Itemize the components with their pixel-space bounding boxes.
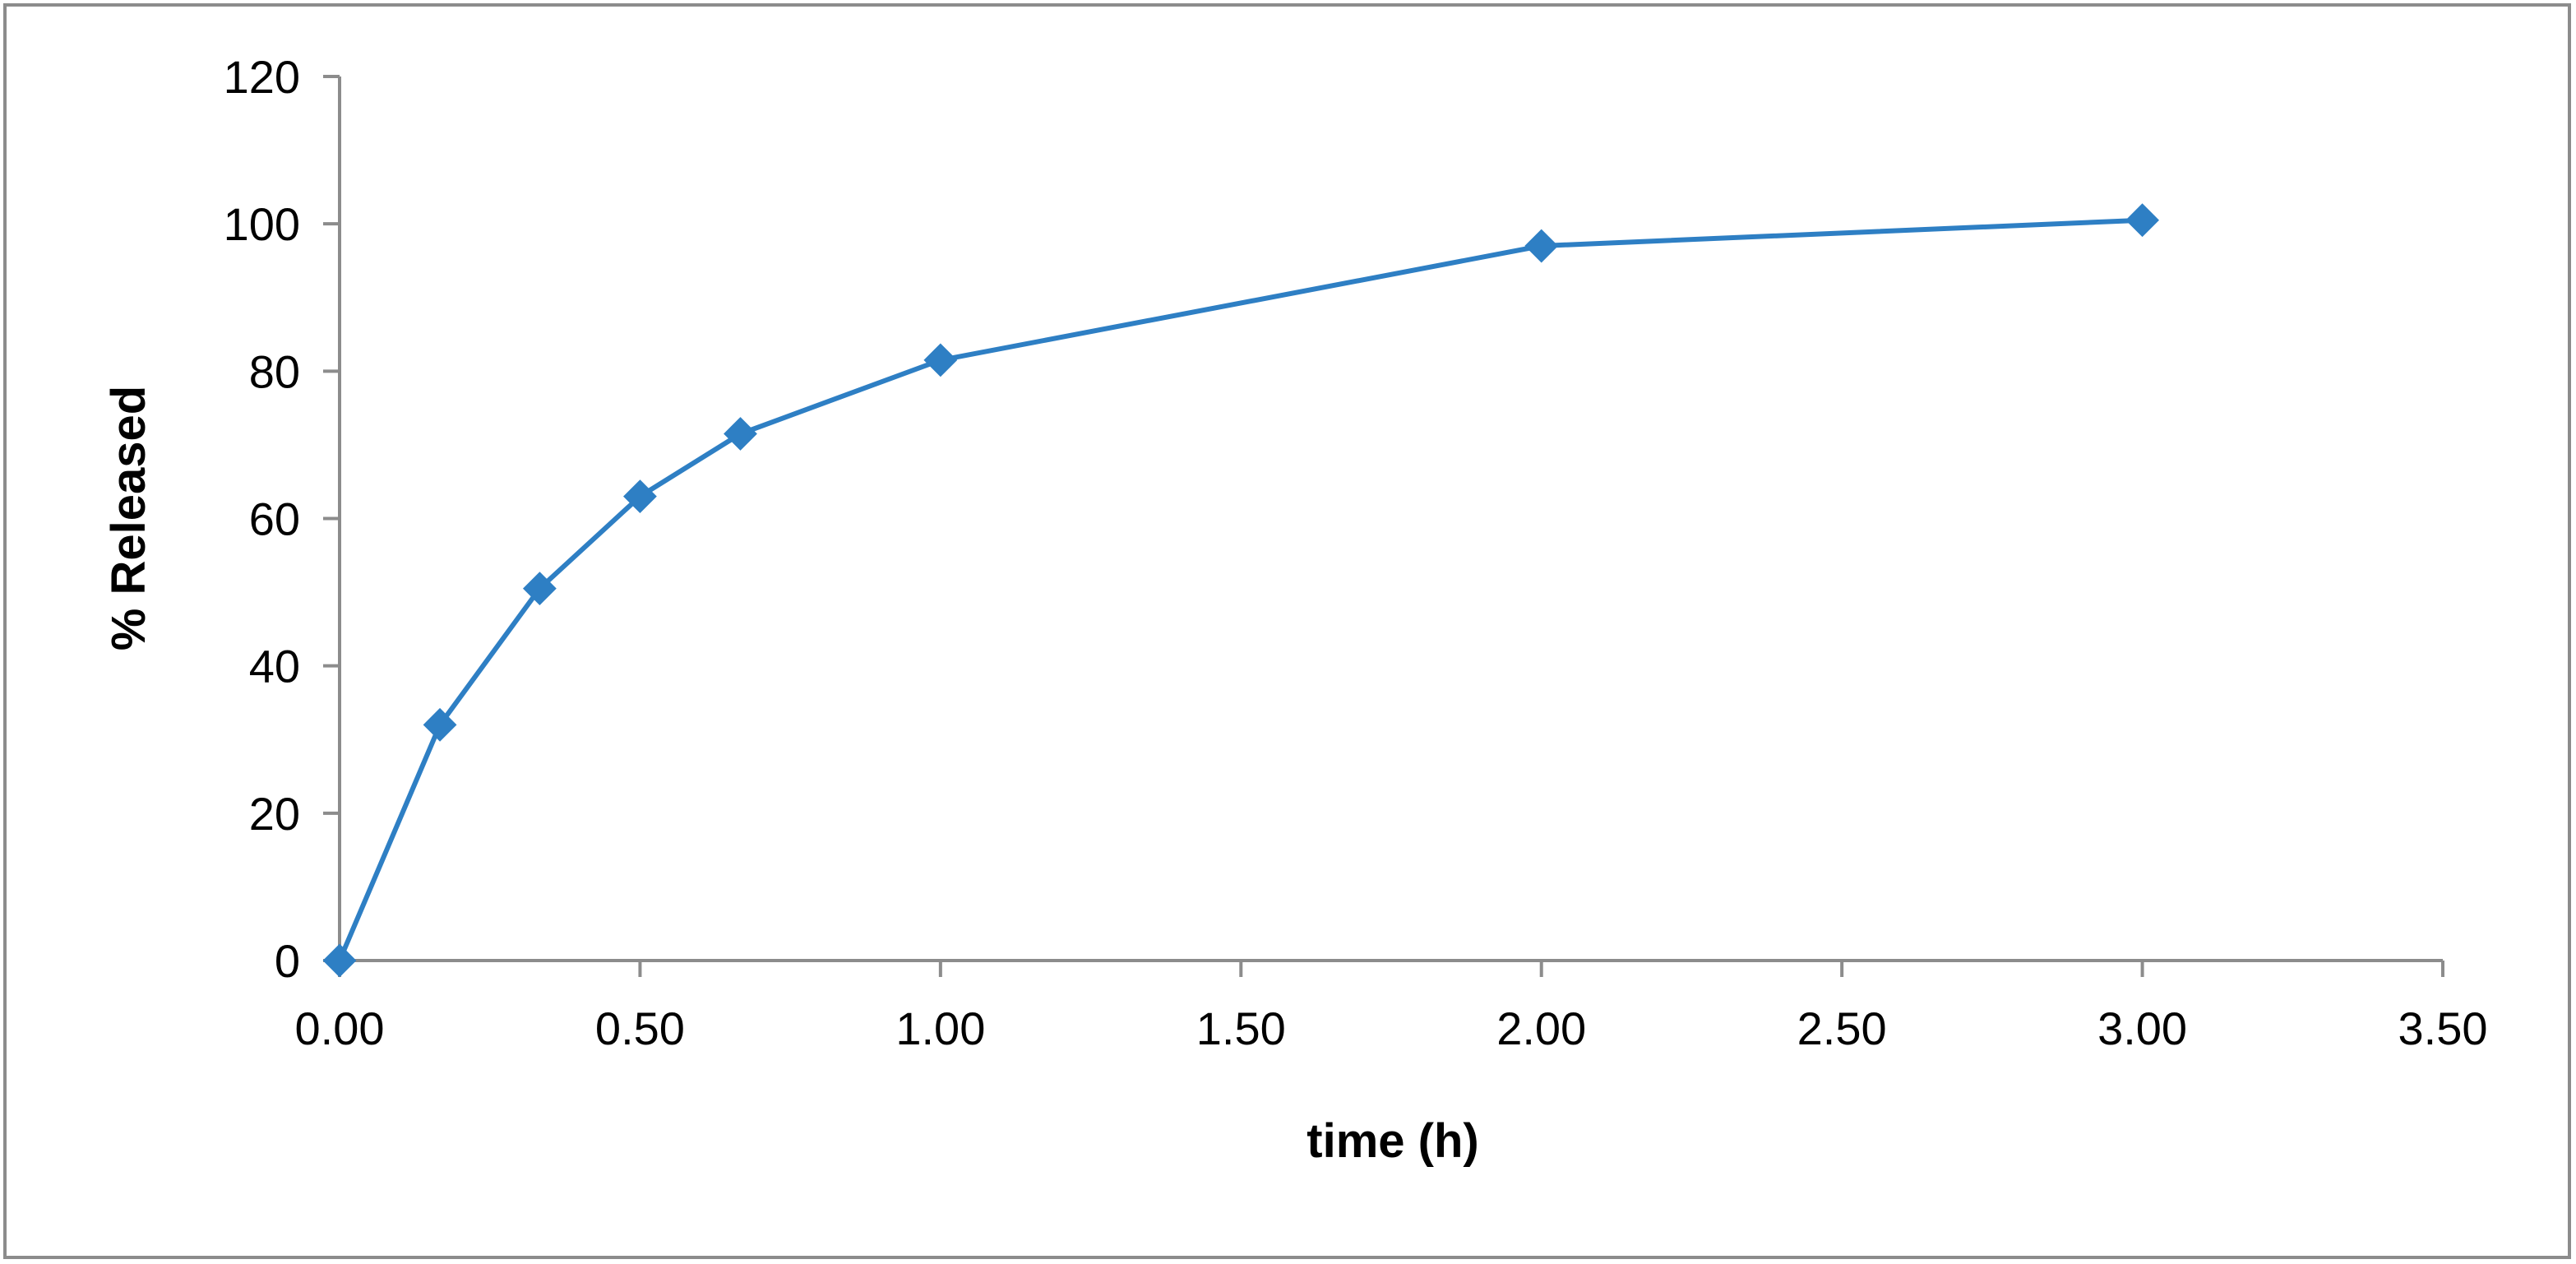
data-point-marker <box>2125 203 2159 238</box>
data-point-marker <box>522 572 557 606</box>
y-tick-label: 80 <box>249 345 300 397</box>
data-point-marker <box>423 707 457 742</box>
x-tick-label: 1.00 <box>895 1002 985 1054</box>
data-point-marker <box>1524 229 1559 263</box>
y-tick-label: 20 <box>249 788 300 840</box>
y-tick-label: 120 <box>224 51 300 103</box>
x-tick-label: 2.50 <box>1797 1002 1887 1054</box>
x-tick-label: 2.00 <box>1496 1002 1586 1054</box>
y-tick-label: 40 <box>249 641 300 692</box>
data-point-marker <box>623 479 657 514</box>
data-point-marker <box>322 943 357 978</box>
y-tick-label: 60 <box>249 493 300 545</box>
y-axis-title: % Released <box>102 386 155 651</box>
x-axis-title: time (h) <box>1306 1114 1478 1168</box>
y-tick-label: 100 <box>224 198 300 250</box>
x-tick-label: 3.50 <box>2398 1002 2488 1054</box>
x-tick-label: 0.50 <box>595 1002 685 1054</box>
x-tick-label: 0.00 <box>295 1002 385 1054</box>
series <box>322 203 2159 978</box>
series-line <box>337 217 2143 962</box>
data-point-marker <box>724 417 757 451</box>
axes <box>338 76 2443 962</box>
ticks: 0 20 40 60 80 100 120 0.00 0.50 1.00 1.50 2.00 2.50 3… <box>224 51 2488 1054</box>
data-point-marker <box>923 343 958 377</box>
x-tick-label: 1.50 <box>1196 1002 1286 1054</box>
y-tick-label: 0 <box>275 935 300 987</box>
x-tick-label: 3.00 <box>2097 1002 2187 1054</box>
